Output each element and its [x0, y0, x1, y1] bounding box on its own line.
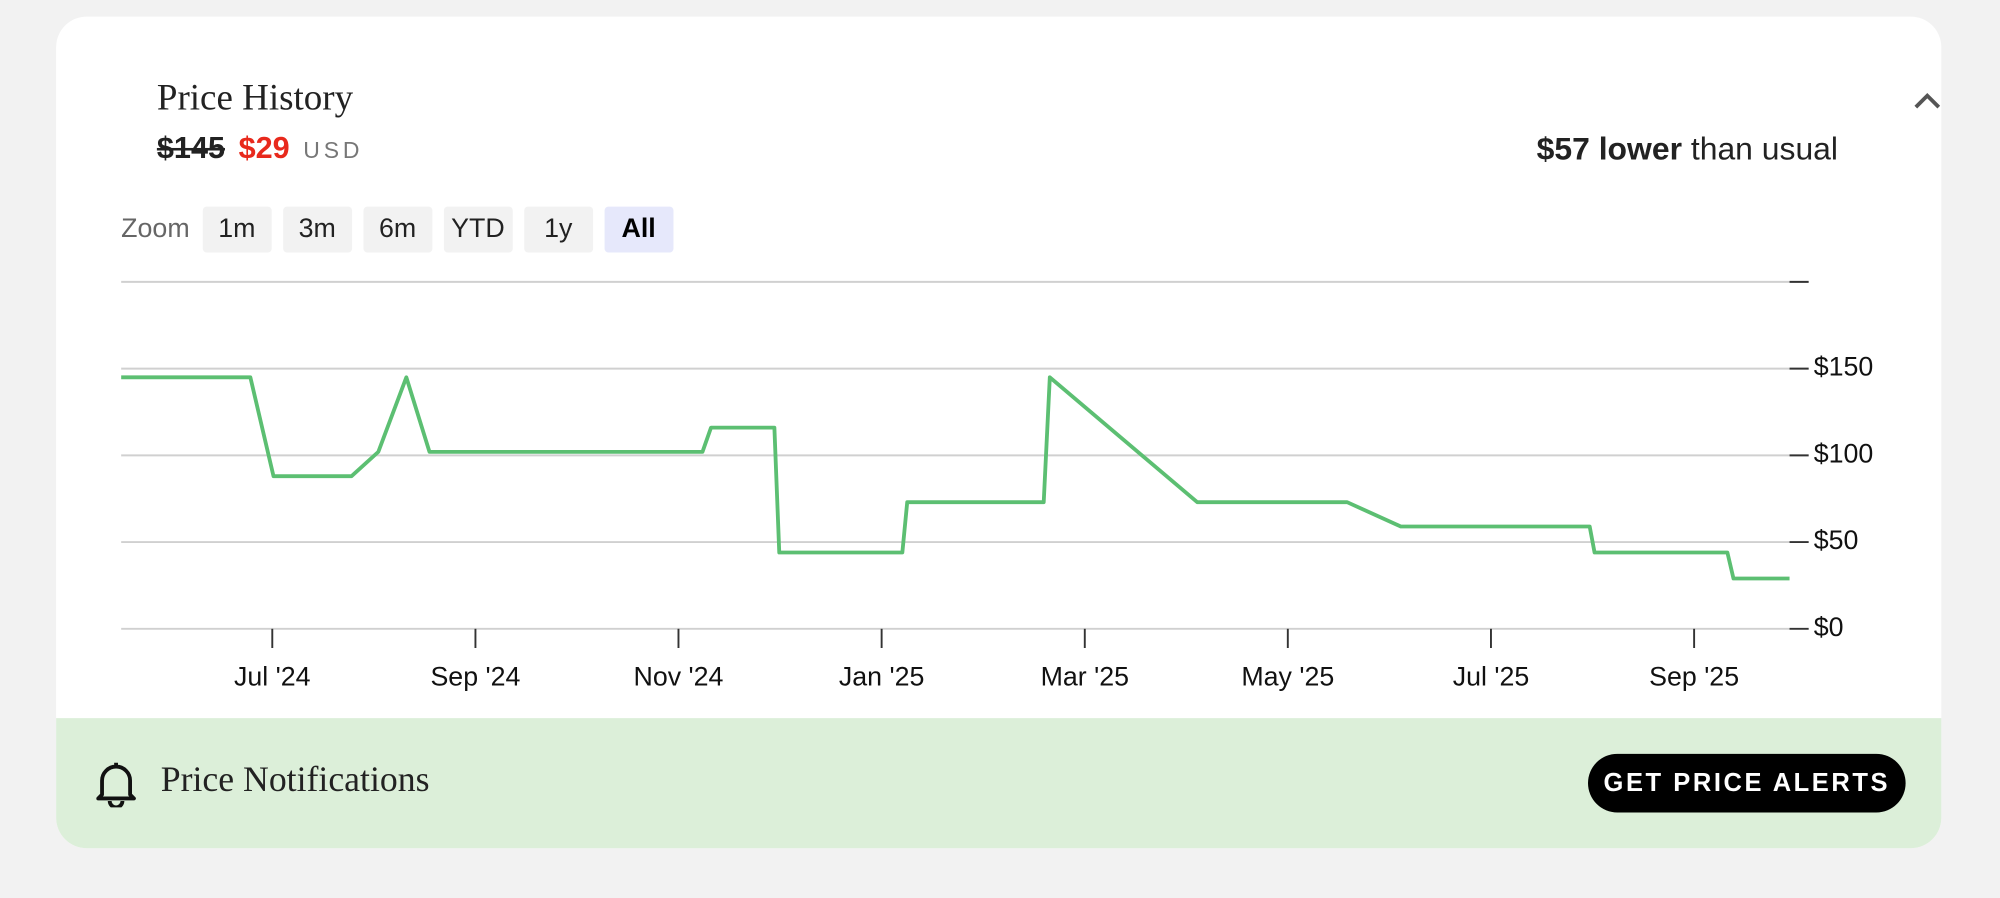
bell-icon — [96, 762, 136, 808]
zoom-button[interactable]: YTD — [443, 206, 513, 253]
zoom-button[interactable]: 1m — [202, 206, 272, 253]
x-tick-label: Jul '24 — [234, 662, 311, 692]
collapse-toggle[interactable] — [1912, 91, 1941, 111]
price-line — [121, 375, 1790, 581]
x-tick-label: May '25 — [1241, 662, 1334, 692]
price-history-card: Price History $145 $29 USD $57 lower tha… — [56, 16, 1942, 849]
notifications-bar: Price Notifications GET PRICE ALERTS — [56, 718, 1942, 849]
zoom-label: Zoom — [121, 214, 190, 244]
x-tick-label: Jul '25 — [1453, 662, 1530, 692]
savings-text: than usual — [1690, 131, 1839, 168]
x-tick-label: Sep '25 — [1649, 662, 1739, 692]
x-tick-label: Nov '24 — [634, 662, 724, 692]
y-tick-label: $150 — [1814, 352, 1874, 382]
zoom-bar: Zoom 1m 3m 6m YTD 1y All — [121, 206, 674, 253]
zoom-button[interactable]: 3m — [282, 206, 352, 253]
y-tick-label: $0 — [1814, 612, 1844, 642]
original-price: $145 — [156, 131, 225, 166]
current-price: $29 — [238, 131, 290, 166]
savings: $57 lower than usual — [1537, 131, 1838, 168]
x-tick-label: Mar '25 — [1041, 662, 1129, 692]
y-tick-label: $50 — [1814, 525, 1859, 555]
chart: $0 $50 $100 $150 Jul '24 Sep '24 Nov '24 Jan '2… — [121, 280, 1874, 692]
zoom-button[interactable]: All — [604, 206, 674, 253]
card-title: Price History — [156, 77, 354, 119]
currency: USD — [303, 137, 364, 164]
x-tick-label: Sep '24 — [430, 662, 520, 692]
zoom-button[interactable]: 6m — [363, 206, 432, 253]
notifications-title: Price Notifications — [160, 760, 430, 800]
y-tick-label: $100 — [1814, 438, 1874, 468]
x-tick-label: Jan '25 — [839, 662, 924, 692]
zoom-button[interactable]: 1y — [523, 206, 593, 253]
prices: $145 $29 USD — [157, 131, 363, 167]
get-alerts-button[interactable]: GET PRICE ALERTS — [1588, 753, 1906, 813]
savings-amount: $57 lower — [1536, 131, 1682, 168]
